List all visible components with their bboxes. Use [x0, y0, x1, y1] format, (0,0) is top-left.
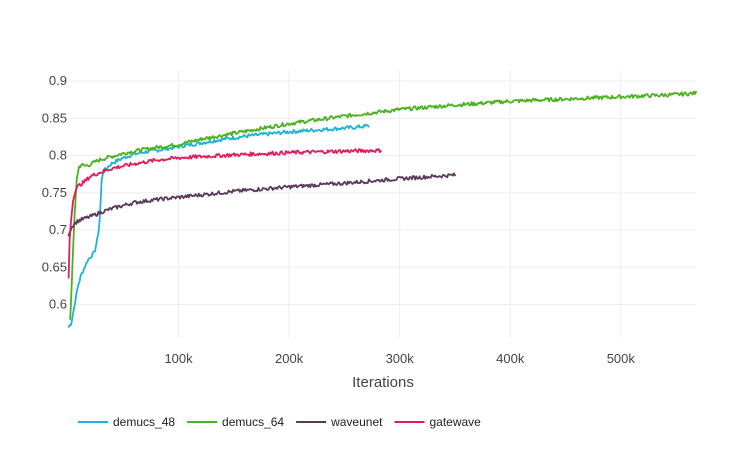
legend[interactable]: demucs_48 demucs_64 waveunet gatewave	[78, 415, 481, 429]
y-tick-label: 0.9	[49, 73, 67, 88]
legend-item-demucs_64[interactable]: demucs_64	[187, 415, 284, 429]
y-axis-ticks: 0.6 0.65 0.7 0.75 0.8 0.85 0.9	[42, 73, 67, 311]
x-axis-ticks: 100k 200k 300k 400k 500k	[164, 351, 635, 366]
plot-area	[67, 90, 697, 328]
legend-label: demucs_64	[222, 415, 284, 429]
x-tick-label: 200k	[275, 351, 304, 366]
legend-label: demucs_48	[113, 415, 175, 429]
legend-item-waveunet[interactable]: waveunet	[296, 415, 383, 429]
legend-item-gatewave[interactable]: gatewave	[394, 415, 481, 429]
x-axis-title: Iterations	[352, 374, 414, 391]
y-tick-label: 0.7	[49, 222, 67, 237]
series-line-gatewave	[67, 148, 382, 279]
y-tick-label: 0.75	[42, 185, 67, 200]
y-tick-label: 0.6	[49, 297, 67, 312]
x-tick-label: 400k	[496, 351, 525, 366]
legend-label: gatewave	[429, 415, 481, 429]
series-line-demucs_48	[67, 123, 370, 328]
series-line-waveunet	[67, 172, 456, 237]
series-line-demucs_64	[69, 90, 697, 320]
y-tick-label: 0.65	[42, 259, 67, 274]
x-tick-label: 500k	[607, 351, 636, 366]
legend-label: waveunet	[330, 415, 383, 429]
x-tick-label: 300k	[386, 351, 415, 366]
y-tick-label: 0.85	[42, 110, 67, 125]
x-tick-label: 100k	[164, 351, 193, 366]
gridlines	[68, 70, 696, 338]
y-tick-label: 0.8	[49, 148, 67, 163]
legend-item-demucs_48[interactable]: demucs_48	[78, 415, 175, 429]
